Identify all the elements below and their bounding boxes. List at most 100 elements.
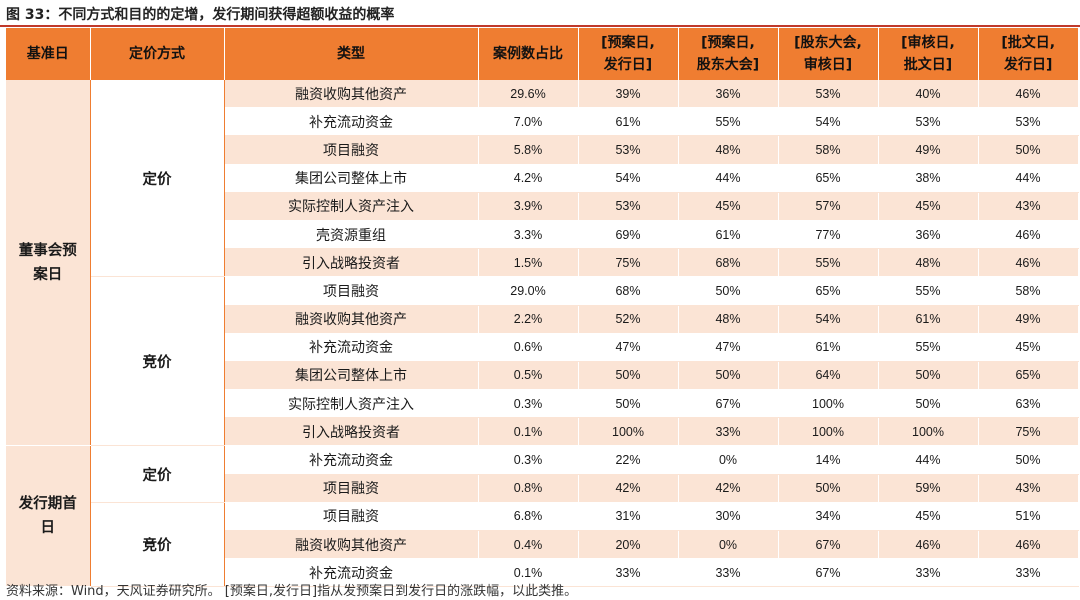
value-cell: 54% xyxy=(778,107,879,137)
value-cell: 6.8% xyxy=(478,502,579,532)
value-cell: 40% xyxy=(878,80,979,109)
value-cell: 0.6% xyxy=(478,333,579,362)
value-cell: 47% xyxy=(678,333,779,362)
value-cell: 68% xyxy=(578,276,679,306)
value-cell: 61% xyxy=(878,305,979,334)
value-cell: 38% xyxy=(878,164,979,193)
value-cell: 0.3% xyxy=(478,445,579,475)
value-cell: 46% xyxy=(978,80,1079,109)
table-row: 集团公司整体上市 0.5% 50% 50% 64% 50% 65% xyxy=(6,361,1079,391)
value-cell: 50% xyxy=(678,276,779,306)
column-header: 案例数占比 xyxy=(478,28,579,80)
value-cell: 50% xyxy=(978,135,1079,165)
base-date-cell: 发行期首 日 xyxy=(6,445,91,588)
table-row: 壳资源重组 3.3% 69% 61% 77% 36% 46% xyxy=(6,220,1079,250)
value-cell: 75% xyxy=(978,417,1079,447)
value-cell: 54% xyxy=(778,305,879,334)
value-cell: 29.0% xyxy=(478,276,579,306)
value-cell: 75% xyxy=(578,248,679,278)
table-row: 竞价 项目融资 29.0% 68% 50% 65% 55% 58% xyxy=(6,276,1079,447)
value-cell: 53% xyxy=(878,107,979,137)
value-cell: 54% xyxy=(578,164,679,193)
value-cell: 55% xyxy=(678,107,779,137)
column-header: [预案日, 股东大会] xyxy=(678,28,779,80)
pricing-method-cell: 竞价 xyxy=(90,502,225,588)
source-note: 资料来源：Wind，天风证券研究所。 [预案日,发行日]指从发预案日到发行日的涨… xyxy=(6,584,578,599)
value-cell: 4.2% xyxy=(478,164,579,193)
value-cell: 2.2% xyxy=(478,305,579,334)
value-cell: 77% xyxy=(778,220,879,250)
value-cell: 33% xyxy=(678,417,779,447)
type-cell: 融资收购其他资产 xyxy=(224,305,479,334)
type-cell: 项目融资 xyxy=(224,474,479,503)
value-cell: 67% xyxy=(778,530,879,560)
table-body: 董事会预 案日 定价 融资收购其他资产 29.6% 39% 36% 53% 40% 46% 补充流… xyxy=(6,80,1079,588)
column-header: [股东大会, 审核日] xyxy=(778,28,879,80)
column-header: 类型 xyxy=(224,28,479,80)
value-cell: 47% xyxy=(578,333,679,362)
value-cell: 0.8% xyxy=(478,474,579,503)
value-cell: 65% xyxy=(778,164,879,193)
value-cell: 44% xyxy=(978,164,1079,193)
value-cell: 31% xyxy=(578,502,679,532)
value-cell: 3.3% xyxy=(478,220,579,250)
type-cell: 项目融资 xyxy=(224,135,479,165)
type-cell: 集团公司整体上市 xyxy=(224,361,479,391)
value-cell: 53% xyxy=(578,192,679,221)
value-cell: 50% xyxy=(678,361,779,391)
pricing-method-cell: 定价 xyxy=(90,80,225,278)
value-cell: 46% xyxy=(978,220,1079,250)
column-header: 基准日 xyxy=(6,28,91,80)
value-cell: 55% xyxy=(878,333,979,362)
table-row: 项目融资 0.8% 42% 42% 50% 59% 43% xyxy=(6,474,1079,503)
value-cell: 0.1% xyxy=(478,558,579,588)
value-cell: 22% xyxy=(578,445,679,475)
value-cell: 1.5% xyxy=(478,248,579,278)
value-cell: 55% xyxy=(878,276,979,306)
value-cell: 100% xyxy=(578,417,679,447)
type-cell: 融资收购其他资产 xyxy=(224,80,479,109)
column-header: 定价方式 xyxy=(90,28,225,80)
pricing-method-cell: 定价 xyxy=(90,445,225,503)
value-cell: 42% xyxy=(578,474,679,503)
value-cell: 36% xyxy=(878,220,979,250)
value-cell: 49% xyxy=(978,305,1079,334)
value-cell: 39% xyxy=(578,80,679,109)
value-cell: 30% xyxy=(678,502,779,532)
type-cell: 实际控制人资产注入 xyxy=(224,389,479,419)
column-header: [审核日, 批文日] xyxy=(878,28,979,80)
value-cell: 0% xyxy=(678,445,779,475)
value-cell: 51% xyxy=(978,502,1079,532)
value-cell: 42% xyxy=(678,474,779,503)
value-cell: 33% xyxy=(978,558,1079,588)
value-cell: 52% xyxy=(578,305,679,334)
table-row: 引入战略投资者 0.1% 100% 33% 100% 100% 75% xyxy=(6,417,1079,447)
value-cell: 58% xyxy=(978,276,1079,306)
value-cell: 63% xyxy=(978,389,1079,419)
value-cell: 45% xyxy=(678,192,779,221)
value-cell: 67% xyxy=(678,389,779,419)
value-cell: 46% xyxy=(878,530,979,560)
value-cell: 50% xyxy=(878,361,979,391)
value-cell: 44% xyxy=(878,445,979,475)
value-cell: 0% xyxy=(678,530,779,560)
column-header: [批文日, 发行日] xyxy=(978,28,1078,80)
value-cell: 100% xyxy=(878,417,979,447)
value-cell: 59% xyxy=(878,474,979,503)
type-cell: 补充流动资金 xyxy=(224,107,479,137)
type-cell: 融资收购其他资产 xyxy=(224,530,479,560)
type-cell: 引入战略投资者 xyxy=(224,417,479,447)
type-cell: 补充流动资金 xyxy=(224,445,479,475)
value-cell: 53% xyxy=(778,80,879,109)
value-cell: 29.6% xyxy=(478,80,579,109)
value-cell: 49% xyxy=(878,135,979,165)
value-cell: 64% xyxy=(778,361,879,391)
table-row: 引入战略投资者 1.5% 75% 68% 55% 48% 46% xyxy=(6,248,1079,278)
value-cell: 50% xyxy=(978,445,1079,475)
table-row: 融资收购其他资产 0.4% 20% 0% 67% 46% 46% xyxy=(6,530,1079,560)
type-cell: 壳资源重组 xyxy=(224,220,479,250)
value-cell: 100% xyxy=(778,417,879,447)
value-cell: 43% xyxy=(978,474,1079,503)
value-cell: 57% xyxy=(778,192,879,221)
table-row: 董事会预 案日 定价 融资收购其他资产 29.6% 39% 36% 53% 40% 46% xyxy=(6,80,1079,447)
